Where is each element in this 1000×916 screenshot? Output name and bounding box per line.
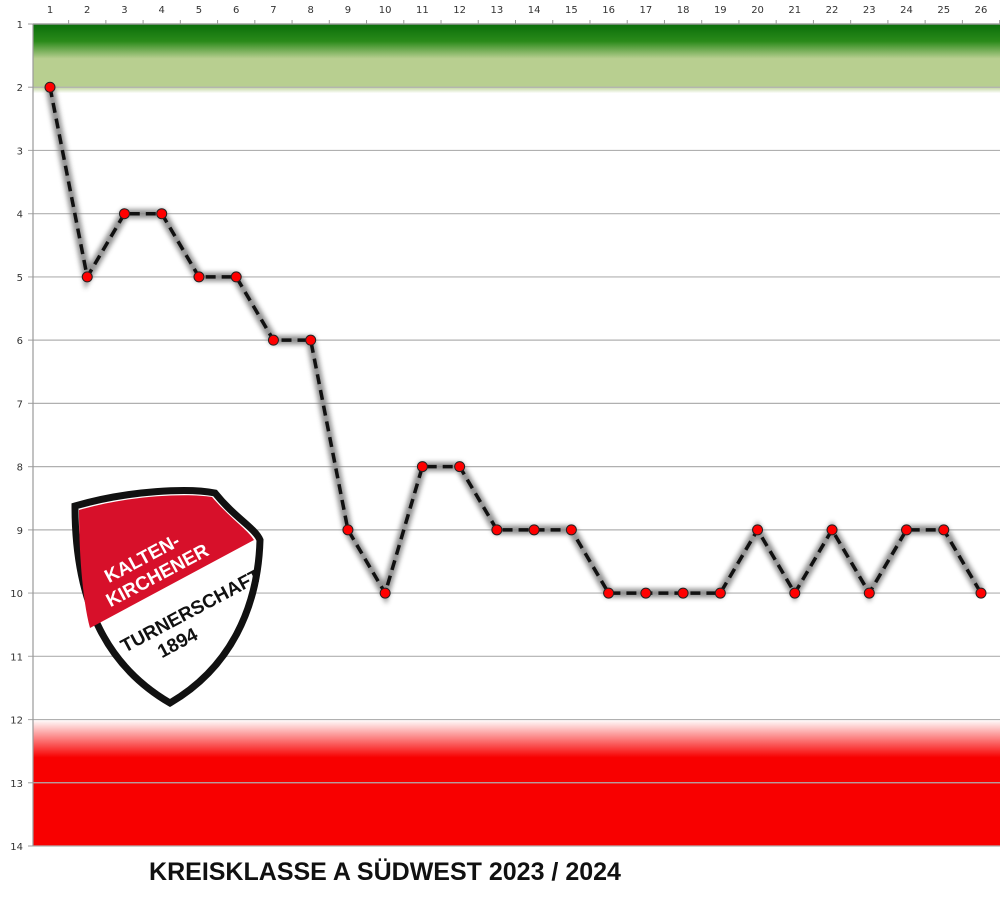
y-tick-label: 9 — [17, 526, 23, 537]
x-tick-label: 18 — [677, 5, 690, 16]
x-tick-label: 8 — [307, 5, 313, 16]
data-point — [565, 524, 577, 536]
data-point — [416, 461, 428, 473]
data-point — [789, 587, 801, 599]
data-point — [603, 587, 615, 599]
x-tick-label: 26 — [975, 5, 988, 16]
data-point — [379, 587, 391, 599]
data-point — [752, 524, 764, 536]
data-point — [81, 271, 93, 283]
x-tick-label: 22 — [826, 5, 839, 16]
data-point — [901, 524, 913, 536]
x-tick-label: 19 — [714, 5, 727, 16]
x-tick-label: 5 — [196, 5, 202, 16]
x-tick-label: 6 — [233, 5, 239, 16]
x-tick-label: 25 — [937, 5, 950, 16]
data-point — [714, 587, 726, 599]
x-tick-label: 11 — [416, 5, 429, 16]
x-tick-label: 21 — [788, 5, 801, 16]
y-tick-label: 2 — [17, 83, 23, 94]
data-point — [863, 587, 875, 599]
x-tick-label: 9 — [345, 5, 351, 16]
data-point — [342, 524, 354, 536]
data-point — [193, 271, 205, 283]
y-tick-label: 3 — [17, 146, 23, 157]
data-point — [640, 587, 652, 599]
x-tick-label: 3 — [121, 5, 127, 16]
data-point — [305, 334, 317, 346]
club-logo: KALTEN- KIRCHENER TURNERSCHAFT 1894 — [71, 487, 266, 708]
y-tick-label: 14 — [10, 842, 23, 853]
y-tick-label: 10 — [10, 589, 23, 600]
y-tick-label: 8 — [17, 463, 23, 474]
line-shadow — [45, 86, 985, 605]
data-point — [938, 524, 950, 536]
x-tick-label: 15 — [565, 5, 578, 16]
data-point — [267, 334, 279, 346]
x-tick-label: 17 — [639, 5, 652, 16]
data-point — [677, 587, 689, 599]
y-tick-label: 7 — [17, 399, 23, 410]
y-tick-label: 13 — [10, 779, 23, 790]
data-point — [44, 81, 56, 93]
y-tick-label: 4 — [17, 210, 23, 221]
y-tick-label: 6 — [17, 336, 23, 347]
x-tick-label: 4 — [159, 5, 165, 16]
data-point — [826, 524, 838, 536]
data-point — [491, 524, 503, 536]
y-tick-label: 12 — [10, 716, 23, 727]
x-tick-label: 23 — [863, 5, 876, 16]
promotion-band — [33, 24, 1000, 94]
x-tick-label: 14 — [528, 5, 541, 16]
y-tick-label: 11 — [10, 652, 23, 663]
x-tick-label: 10 — [379, 5, 392, 16]
data-point — [975, 587, 987, 599]
data-point — [454, 461, 466, 473]
x-tick-label: 16 — [602, 5, 615, 16]
y-tick-label: 5 — [17, 273, 23, 284]
data-point — [156, 208, 168, 220]
x-tick-label: 1 — [47, 5, 53, 16]
data-point — [230, 271, 242, 283]
x-tick-label: 24 — [900, 5, 913, 16]
data-point — [528, 524, 540, 536]
x-tick-label: 7 — [270, 5, 276, 16]
chart-title: KREISKLASSE A SÜDWEST 2023 / 2024 — [149, 858, 621, 886]
x-tick-label: 13 — [491, 5, 504, 16]
y-tick-label: 1 — [17, 20, 23, 31]
x-tick-label: 12 — [453, 5, 466, 16]
data-point — [118, 208, 130, 220]
x-tick-label: 2 — [84, 5, 90, 16]
x-tick-label: 20 — [751, 5, 764, 16]
